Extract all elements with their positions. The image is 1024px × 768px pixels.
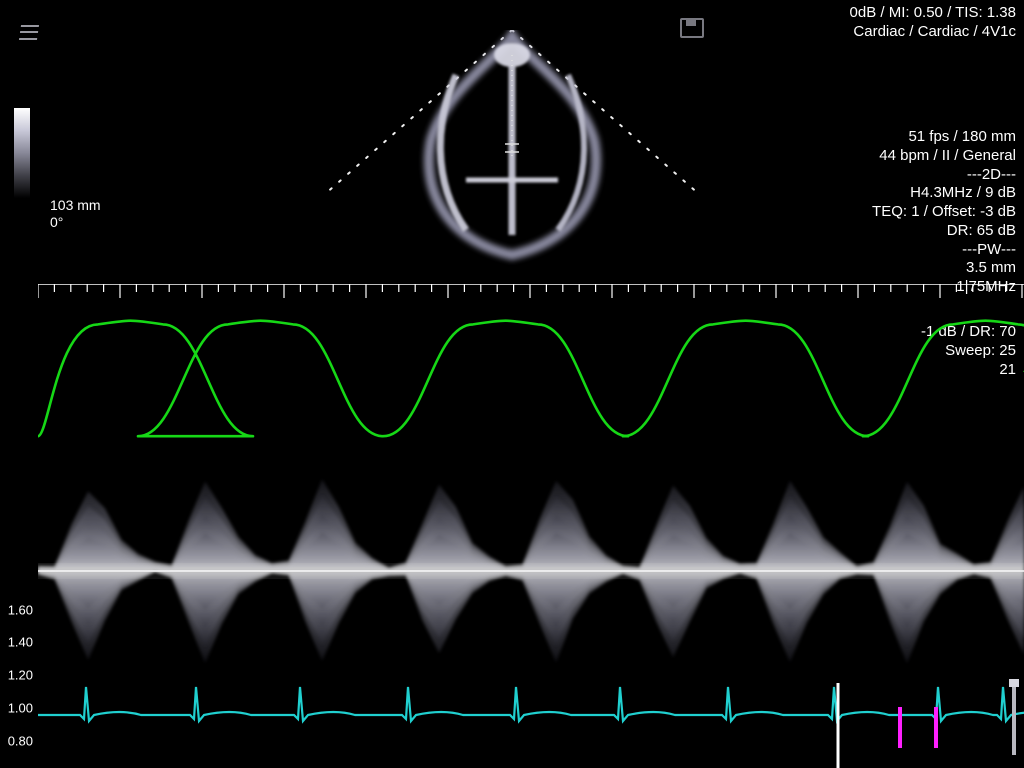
pause-icon <box>19 25 39 40</box>
param-freq-gain: H4.3MHz / 9 dB <box>872 184 1016 203</box>
imaging-parameters: 51 fps / 180 mm 44 bpm / II / General --… <box>872 128 1016 297</box>
header-line2: Cardiac / Cardiac / 4V1c <box>850 23 1016 42</box>
spectral-doppler-panel[interactable] <box>38 302 1024 768</box>
param-teq-offset: TEQ: 1 / Offset: -3 dB <box>872 203 1016 222</box>
angle-label: 0° <box>50 214 63 230</box>
param-fps-depth: 51 fps / 180 mm <box>872 128 1016 147</box>
axis-tick-label: 1.20 <box>8 668 33 683</box>
axis-tick-label: 1.40 <box>8 635 33 650</box>
header-line1: 0dB / MI: 0.50 / TIS: 1.38 <box>850 4 1016 23</box>
time-ruler <box>38 284 1024 302</box>
acquisition-header: 0dB / MI: 0.50 / TIS: 1.38 Cardiac / Car… <box>850 4 1016 42</box>
param-pw-section: ---PW--- <box>872 241 1016 260</box>
param-bpm-preset: 44 bpm / II / General <box>872 147 1016 166</box>
grayscale-bar <box>14 108 30 198</box>
param-gate: 3.5 mm <box>872 259 1016 278</box>
axis-tick-label: 1.00 <box>8 701 33 716</box>
depth-label: 103 mm <box>50 197 101 213</box>
param-2d-section: ---2D--- <box>872 166 1016 185</box>
physio-trace <box>38 321 1024 436</box>
axis-tick-label: 0.80 <box>8 734 33 749</box>
axis-tick-label: 1.60 <box>8 603 33 618</box>
ecg-trace <box>38 687 1024 721</box>
b-mode-sector[interactable] <box>326 30 698 278</box>
param-dr: DR: 65 dB <box>872 222 1016 241</box>
